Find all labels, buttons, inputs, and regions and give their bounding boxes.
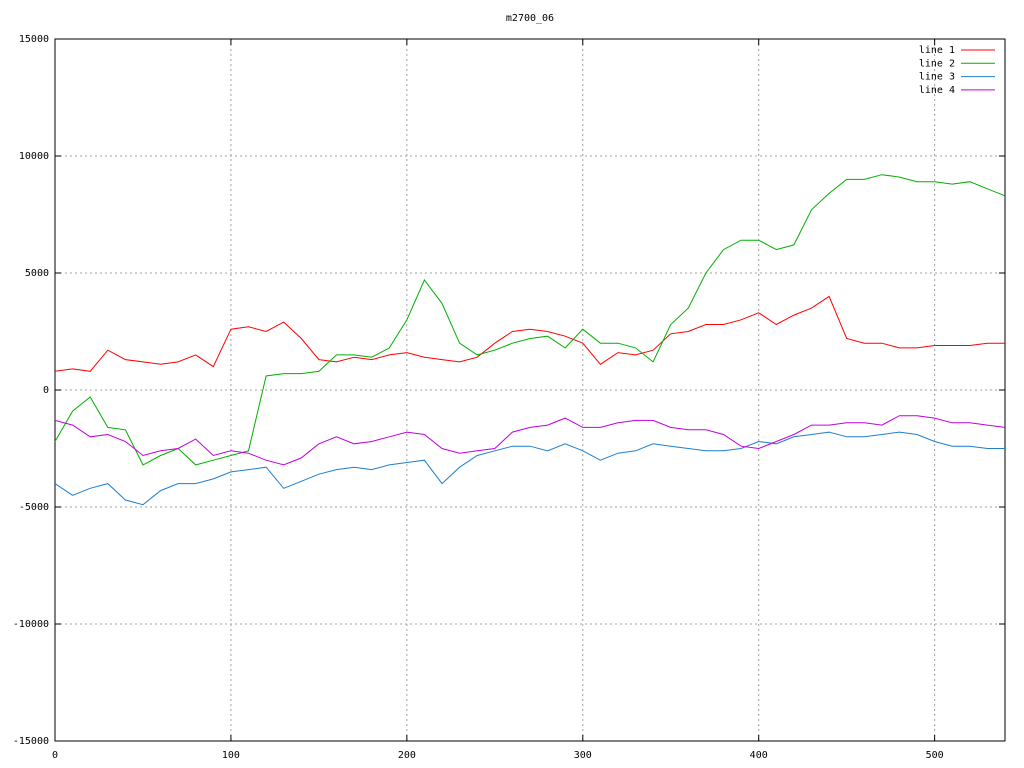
- chart-title: m2700_06: [506, 13, 554, 24]
- series-line: [54, 295, 1005, 372]
- x-tick-label: 400: [750, 750, 768, 761]
- y-tick-label: -10000: [13, 619, 49, 630]
- x-tick-label: 0: [52, 750, 58, 761]
- x-tick-label: 500: [926, 750, 944, 761]
- y-tick-label: -15000: [13, 736, 49, 747]
- y-tick-label: 10000: [19, 151, 49, 162]
- legend-label: line 2: [919, 58, 955, 69]
- y-tick-label: 0: [43, 385, 49, 396]
- y-tick-label: 15000: [19, 34, 49, 45]
- series-line: [54, 431, 1005, 506]
- series-line: [54, 415, 1006, 466]
- series-line: [54, 174, 1006, 466]
- legend-label: line 3: [919, 72, 955, 83]
- x-tick-label: 300: [574, 750, 592, 761]
- y-tick-label: -5000: [19, 502, 49, 513]
- plot-frame: [54, 38, 1006, 742]
- legend-label: line 1: [919, 45, 955, 56]
- y-tick-label: 5000: [25, 268, 49, 279]
- x-tick-label: 200: [398, 750, 416, 761]
- legend-label: line 4: [919, 85, 955, 96]
- x-tick-label: 100: [222, 750, 240, 761]
